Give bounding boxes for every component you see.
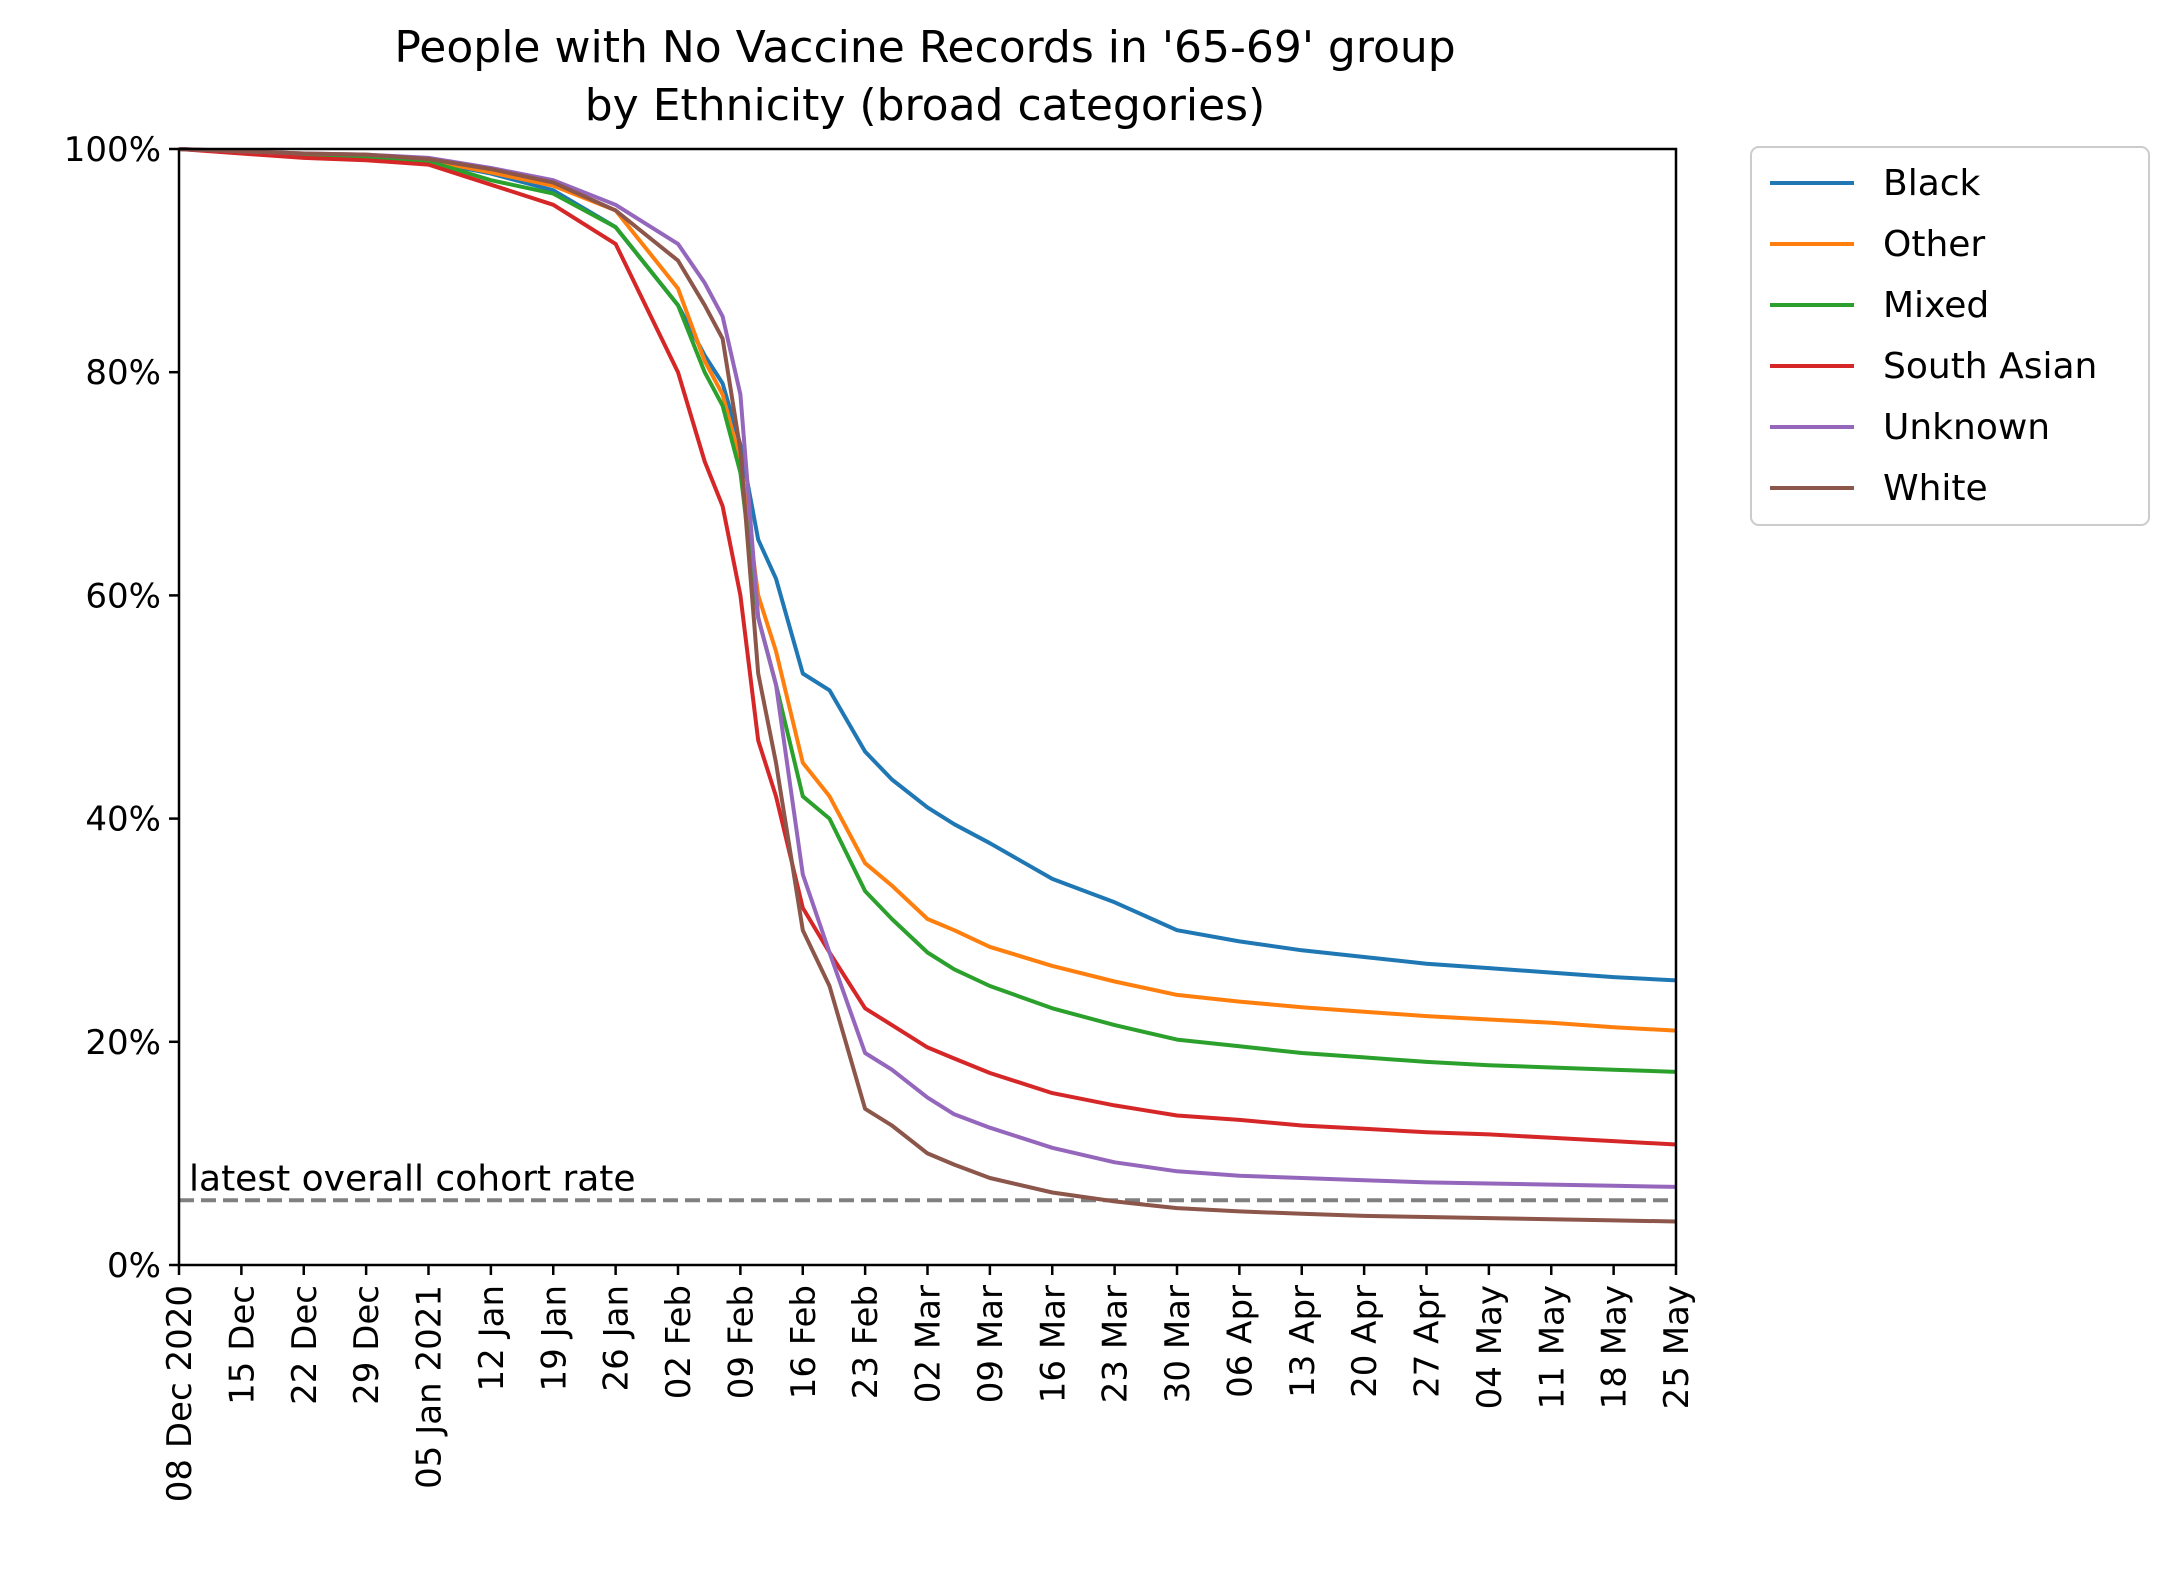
x-tick-label: 12 Jan xyxy=(472,1285,512,1391)
series-line-south-asian xyxy=(178,147,1677,1147)
x-tick-label: 06 Apr xyxy=(1220,1285,1260,1398)
legend-label-mixed: Mixed xyxy=(1883,285,1989,326)
x-tick-label: 23 Feb xyxy=(846,1285,886,1399)
y-tick-label: 100% xyxy=(64,130,161,170)
y-tick-label: 0% xyxy=(107,1246,161,1286)
chart-title-line2: by Ethnicity (broad categories) xyxy=(585,80,1266,131)
reference-line-label: latest overall cohort rate xyxy=(189,1158,636,1199)
legend-label-south-asian: South Asian xyxy=(1883,346,2097,387)
x-tick-label: 08 Dec 2020 xyxy=(160,1285,200,1502)
series-line-white xyxy=(178,147,1677,1224)
series-line-mixed xyxy=(178,147,1677,1074)
chart-title: People with No Vaccine Records in '65-69… xyxy=(394,22,1455,131)
legend-label-other: Other xyxy=(1883,224,1985,265)
x-tick-label: 26 Jan xyxy=(597,1285,637,1391)
series-line-other xyxy=(178,147,1677,1033)
legend-label-black: Black xyxy=(1883,163,1981,204)
x-tick-label: 29 Dec xyxy=(347,1285,387,1405)
x-tick-label: 27 Apr xyxy=(1408,1285,1448,1398)
x-tick-label: 30 Mar xyxy=(1158,1285,1198,1403)
x-tick-label: 22 Dec xyxy=(285,1285,325,1405)
x-tick-label: 09 Mar xyxy=(971,1285,1011,1403)
x-tick-label: 09 Feb xyxy=(721,1285,761,1399)
x-tick-label: 20 Apr xyxy=(1345,1285,1385,1398)
x-tick-label: 25 May xyxy=(1657,1285,1697,1409)
x-tick-label: 02 Mar xyxy=(909,1285,949,1403)
x-tick-label: 19 Jan xyxy=(534,1285,574,1391)
x-tick-label: 15 Dec xyxy=(222,1285,262,1405)
series-line-black xyxy=(178,147,1677,983)
legend-label-unknown: Unknown xyxy=(1883,407,2050,448)
x-tick-label: 04 May xyxy=(1470,1285,1510,1409)
plot-area: latest overall cohort rate xyxy=(178,147,1677,1224)
legend-label-white: White xyxy=(1883,468,1988,509)
y-axis: 0% 20% 40% 60% 80% 100% xyxy=(64,130,179,1286)
x-tick-label: 11 May xyxy=(1532,1285,1572,1409)
x-tick-label: 13 Apr xyxy=(1283,1285,1323,1398)
y-tick-label: 80% xyxy=(85,353,161,393)
y-tick-label: 60% xyxy=(85,576,161,616)
x-tick-label: 23 Mar xyxy=(1096,1285,1136,1403)
x-axis: 08 Dec 2020 15 Dec 22 Dec 29 Dec 05 Jan 2021… xyxy=(160,1265,1697,1502)
x-tick-label: 05 Jan 2021 xyxy=(410,1285,450,1489)
legend: Black Other Mixed South Asian Unknown White xyxy=(1750,146,2150,526)
legend-frame xyxy=(1750,146,2150,526)
x-tick-label: 16 Feb xyxy=(784,1285,824,1399)
x-tick-label: 18 May xyxy=(1595,1285,1635,1409)
x-tick-label: 16 Mar xyxy=(1033,1285,1073,1403)
x-tick-label: 02 Feb xyxy=(659,1285,699,1399)
series-line-unknown xyxy=(178,147,1677,1189)
chart-title-line1: People with No Vaccine Records in '65-69… xyxy=(394,22,1455,73)
y-tick-label: 20% xyxy=(85,1023,161,1063)
y-tick-label: 40% xyxy=(85,800,161,840)
